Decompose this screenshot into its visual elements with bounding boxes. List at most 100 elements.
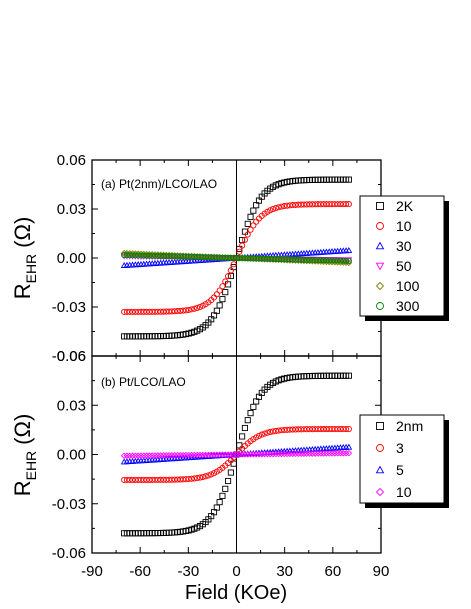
data-point (343, 426, 350, 433)
data-point (177, 307, 184, 314)
legend-marker (375, 262, 385, 271)
data-point (343, 201, 350, 208)
data-point (331, 450, 339, 457)
data-point (244, 451, 251, 458)
legend-marker (376, 202, 384, 210)
data-point (345, 443, 353, 450)
y-tick-label: -0.03 (52, 496, 86, 513)
data-point (222, 289, 229, 296)
data-point (188, 451, 195, 459)
y-tick-label: -0.06 (52, 348, 86, 365)
data-point (120, 452, 128, 460)
data-point (284, 202, 291, 209)
data-point (272, 450, 280, 458)
data-point (334, 450, 341, 457)
data-point (345, 426, 352, 433)
legend-label: 300 (396, 298, 420, 314)
panel-a-y-axis-label: REHR (Ω) (10, 217, 39, 300)
data-point (306, 450, 313, 457)
y-tick-label: 0.00 (57, 250, 86, 267)
data-point (174, 451, 181, 459)
data-point (337, 450, 344, 457)
data-point (199, 473, 206, 481)
data-point (286, 202, 293, 209)
data-point (238, 451, 246, 458)
data-point (250, 222, 257, 229)
data-point (275, 450, 282, 458)
y-tick-label: -0.06 (52, 545, 86, 562)
data-point (233, 451, 240, 458)
legend-label: 50 (396, 258, 412, 274)
data-point (174, 308, 181, 315)
legend-label: 2K (396, 198, 414, 214)
y-tick-label: 0.03 (57, 201, 86, 218)
data-point (193, 451, 201, 459)
x-axis-label: Field (KOe) (185, 582, 287, 604)
x-tick-label: -30 (177, 563, 199, 580)
data-point (185, 475, 192, 483)
legend-label: 3 (396, 440, 404, 456)
panel-b-y-axis-label: REHR (Ω) (10, 414, 39, 497)
data-point (323, 450, 330, 457)
data-point (275, 427, 282, 434)
data-point (258, 450, 266, 458)
data-point (194, 304, 201, 311)
panel-a-y-label-main: R (10, 283, 35, 299)
data-point (241, 424, 248, 432)
x-tick-label: 60 (324, 563, 341, 580)
data-point (224, 451, 232, 458)
data-point (244, 220, 251, 227)
data-point (126, 452, 133, 459)
legend-box (359, 414, 445, 504)
data-point (345, 372, 352, 379)
legend-marker (375, 281, 385, 291)
data-point (219, 492, 226, 499)
panel-b-title: (b) Pt/LCO/LAO (101, 375, 186, 389)
data-point (182, 307, 189, 314)
data-point (300, 450, 308, 457)
data-point (216, 451, 223, 458)
data-point (244, 417, 251, 424)
data-point (328, 450, 336, 457)
data-point (239, 242, 246, 249)
data-point (241, 451, 249, 458)
data-point (129, 452, 136, 459)
panel-b-axes: -0.06 -0.03 0.00 0.03 0.06 -90 -60 -30 0 30 60 90 (52, 348, 390, 580)
panel-b-y-label-unit: (Ω) (10, 414, 35, 445)
data-point (194, 475, 201, 482)
data-point (250, 403, 257, 410)
data-point (188, 306, 195, 313)
data-point (345, 257, 353, 264)
data-point (255, 451, 263, 458)
series-10 (121, 201, 352, 315)
data-point (230, 451, 237, 458)
data-point (134, 452, 142, 459)
y-tick-label: 0.06 (57, 152, 86, 169)
legend-box (359, 195, 445, 317)
data-point (303, 450, 310, 457)
data-point (188, 475, 195, 482)
panel-a-y-label-sub: EHR (23, 254, 39, 284)
x-tick-label: -60 (129, 563, 151, 580)
x-tick-label: 90 (373, 563, 390, 580)
data-point (219, 283, 226, 290)
legend-label: 100 (396, 278, 420, 294)
data-point (160, 452, 167, 459)
data-point (236, 451, 243, 458)
data-point (272, 205, 279, 212)
data-point (266, 450, 274, 458)
data-point (196, 303, 204, 310)
data-point (281, 450, 288, 458)
legend-marker (376, 222, 384, 230)
data-point (196, 474, 204, 481)
data-point (227, 451, 235, 458)
data-point (340, 450, 347, 457)
data-point (123, 452, 131, 460)
data-point (182, 451, 190, 459)
data-point (207, 451, 215, 459)
data-point (261, 430, 268, 437)
data-point (165, 452, 173, 459)
data-point (202, 451, 209, 459)
data-point (185, 306, 192, 313)
data-point (320, 450, 327, 457)
